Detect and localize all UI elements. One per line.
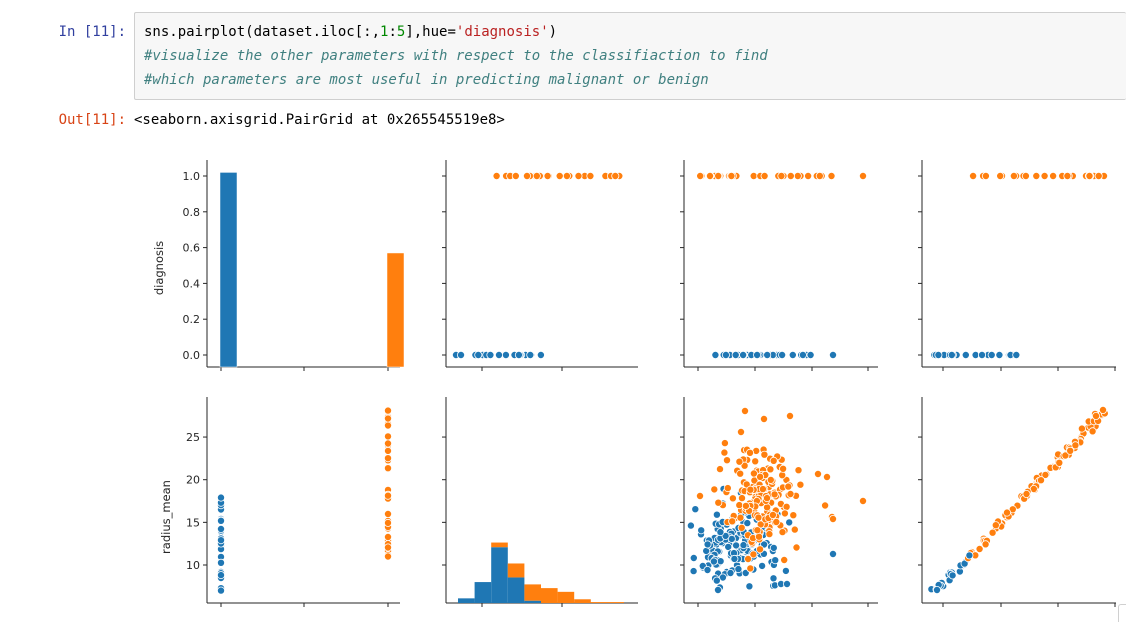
panel-r1-c0 xyxy=(203,397,400,607)
panel-r0-c3 xyxy=(918,160,1116,371)
y-axis-label: diagnosis xyxy=(152,241,166,295)
code-line-1: sns.pairplot(dataset.iloc[:,1:5],hue='di… xyxy=(144,24,558,40)
y-tick-label: 0.4 xyxy=(183,277,201,290)
panel-r0-c2 xyxy=(680,160,878,371)
y-tick-label: 0.2 xyxy=(183,313,201,326)
panel-r1-c1 xyxy=(442,397,638,607)
input-prompt: In [11]: xyxy=(58,24,126,40)
y-tick-label: 20 xyxy=(186,474,200,487)
panel-r1-c2 xyxy=(680,397,878,607)
output-prompt: Out[11]: xyxy=(58,112,126,128)
y-tick-label: 25 xyxy=(186,431,200,444)
resize-handle[interactable] xyxy=(1118,604,1126,622)
y-tick-label: 0.8 xyxy=(183,206,201,219)
y-tick-label: 1.0 xyxy=(183,170,201,183)
y-tick-label: 0.0 xyxy=(183,349,201,362)
panel-r0-c0 xyxy=(203,160,400,371)
code-line-2: #visualize the other parameters with res… xyxy=(144,48,768,64)
y-tick-label: 0.6 xyxy=(183,242,201,255)
code-line-3: #which parameters are most useful in pre… xyxy=(144,72,709,88)
y-tick-label: 15 xyxy=(186,516,200,529)
output-text: <seaborn.axisgrid.PairGrid at 0x26554551… xyxy=(134,112,505,128)
panel-r0-c1 xyxy=(442,160,638,371)
y-tick-label: 10 xyxy=(186,559,200,572)
panel-r1-c3 xyxy=(918,397,1116,607)
y-axis-label: radius_mean xyxy=(159,480,173,554)
code-cell-editor[interactable]: sns.pairplot(dataset.iloc[:,1:5],hue='di… xyxy=(134,12,1126,100)
